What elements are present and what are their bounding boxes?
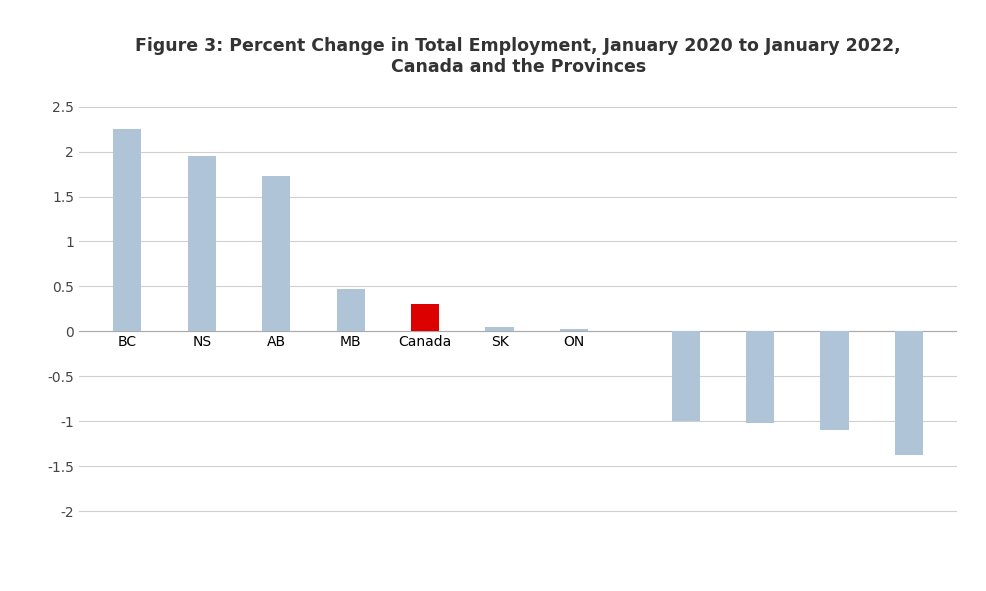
Bar (113, 129, 141, 332)
Bar (745, 332, 773, 423)
Bar (670, 332, 699, 421)
Title: Figure 3: Percent Change in Total Employment, January 2020 to January 2022,
Cana: Figure 3: Percent Change in Total Employ… (135, 37, 900, 76)
Bar (894, 332, 922, 455)
Bar (336, 289, 365, 332)
Bar (410, 304, 439, 332)
Bar (559, 329, 588, 332)
Bar (187, 156, 216, 332)
Bar (262, 176, 290, 332)
Bar (485, 327, 513, 332)
Bar (819, 332, 848, 430)
